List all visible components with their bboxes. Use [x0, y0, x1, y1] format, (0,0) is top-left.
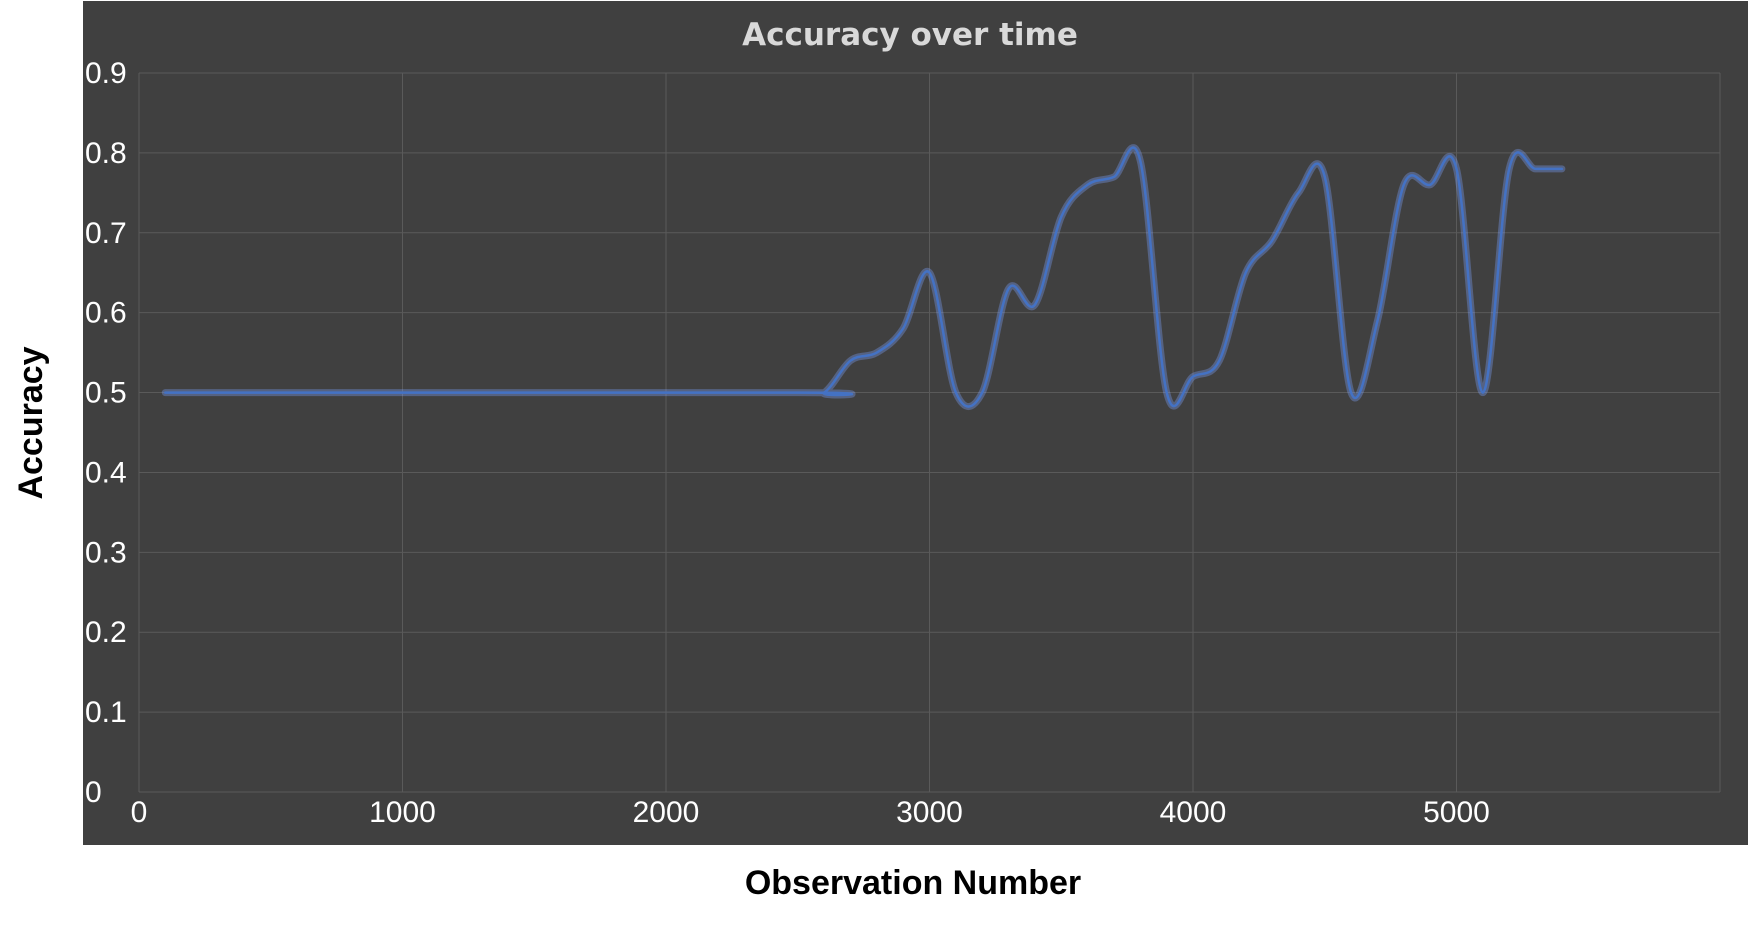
chart-title: Accuracy over time — [742, 17, 1078, 53]
x-tick-label: 3000 — [896, 796, 963, 829]
tick-labels: 0 0.1 0.2 0.3 0.4 0.5 0.6 0.7 0.8 0.9 0 1000 2000 300… — [85, 57, 1490, 829]
y-tick-label: 0.1 — [85, 696, 127, 729]
y-tick-label: 0.8 — [85, 137, 127, 170]
y-tick-label: 0.7 — [85, 217, 127, 250]
y-tick-label: 0.2 — [85, 616, 127, 649]
y-axis-title: Accuracy — [12, 346, 50, 499]
y-tick-label: 0 — [85, 776, 102, 809]
x-tick-label: 1000 — [369, 796, 436, 829]
y-tick-label: 0.5 — [85, 377, 127, 410]
x-tick-label: 0 — [131, 796, 148, 829]
x-tick-label: 2000 — [633, 796, 700, 829]
y-tick-label: 0.6 — [85, 297, 127, 330]
accuracy-series-line — [164, 146, 1564, 408]
y-tick-label: 0.3 — [85, 536, 127, 569]
y-tick-label: 0.4 — [85, 456, 127, 489]
x-axis-title: Observation Number — [745, 864, 1081, 902]
y-tick-label: 0.9 — [85, 57, 127, 90]
x-tick-label: 5000 — [1423, 796, 1490, 829]
x-tick-label: 4000 — [1160, 796, 1227, 829]
chart-background — [83, 1, 1748, 845]
series-layer — [161, 144, 1566, 410]
